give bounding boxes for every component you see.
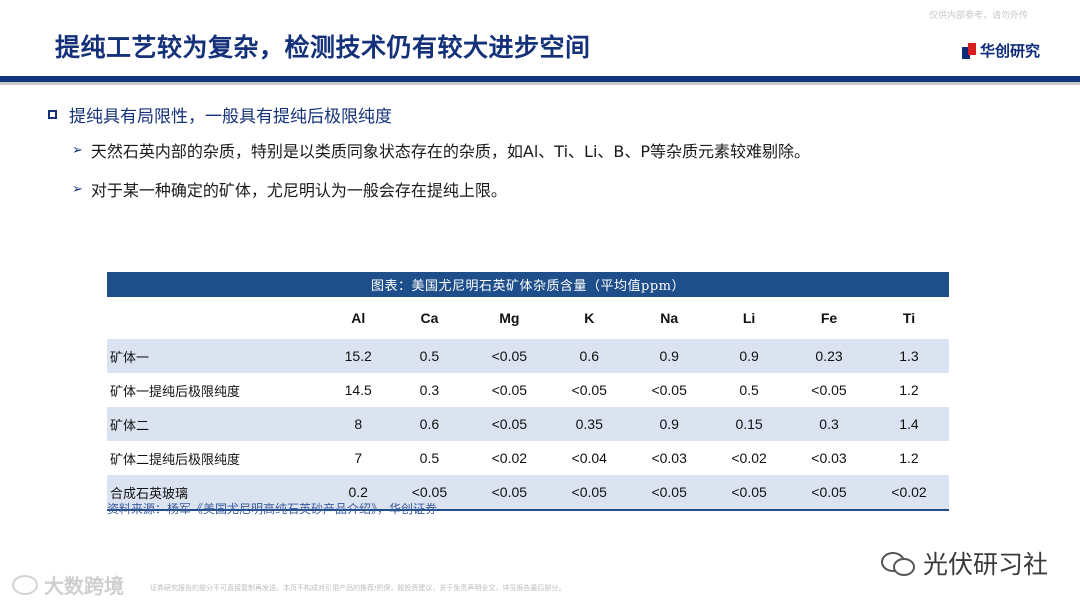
table-row-label: 矿体一	[107, 339, 327, 373]
impurity-table: 图表：美国尤尼明石英矿体杂质含量（平均值ppm） Al Ca Mg K Na L…	[107, 272, 949, 511]
main-bullet-text: 提纯具有局限性，一般具有提纯后极限纯度	[69, 107, 392, 127]
table-cell: 0.5	[389, 339, 470, 373]
table-cell: 0.6	[389, 407, 470, 441]
header-divider-shadow	[0, 82, 1080, 85]
table-cell: 0.6	[549, 339, 630, 373]
top-note: 仅供内部参考，请勿外传	[928, 11, 1028, 21]
table-cell: <0.05	[651, 382, 687, 398]
table-row-label: 矿体二	[107, 407, 327, 441]
table-cell: 1.2	[899, 382, 919, 398]
table-cell: <0.03	[811, 450, 847, 466]
table-row: 矿体二提纯后极限纯度 7 0.5 <0.02 <0.04 <0.03 <0.02…	[107, 441, 949, 475]
table-cell: <0.05	[491, 382, 528, 398]
watermark-right-text: 光伏研习社	[922, 550, 1048, 579]
table-header-cell: Na	[629, 297, 710, 339]
table-cell: <0.05	[469, 407, 550, 441]
brand-logo-text: 华创研究	[979, 42, 1040, 60]
table-cell: 0.15	[709, 407, 790, 441]
main-bullet: 提纯具有局限性，一般具有提纯后极限纯度	[48, 102, 392, 127]
table-cell: <0.05	[629, 475, 710, 511]
table-cell: <0.02	[491, 450, 528, 466]
table-cell: <0.02	[868, 475, 949, 511]
watermark-logo-icon	[12, 574, 38, 595]
table-header-cell: Ti	[868, 297, 949, 339]
table-header-cell: K	[549, 297, 630, 339]
table-cell: 0.5	[739, 382, 759, 398]
table-cell: 7	[354, 450, 363, 466]
table-row-label: 矿体二提纯后极限纯度	[110, 452, 241, 468]
table-row: 合成石英玻璃 0.2 <0.05 <0.05 <0.05 <0.05 <0.05…	[107, 475, 949, 511]
table-cell: 1.4	[868, 407, 949, 441]
table-cell: 0.5	[419, 450, 440, 466]
square-bullet-icon	[48, 110, 57, 119]
table-row-label: 合成石英玻璃	[107, 475, 327, 511]
brand-logo: 华创研究	[961, 40, 1040, 61]
table-cell: 0.9	[629, 407, 710, 441]
table-cell: 0.3	[419, 382, 440, 398]
table-header-cell	[107, 297, 327, 339]
table-cell: <0.05	[789, 475, 869, 511]
wechat-icon	[880, 550, 915, 576]
table-row: 矿体一 15.2 0.5 <0.05 0.6 0.9 0.9 0.23 1.3	[107, 339, 949, 373]
table-header-cell: Li	[709, 297, 790, 339]
disclaimer-text: 证券研究报告的部分不可直接复制再发送。本页不构成对引用产品的推荐/担保，股投资建…	[150, 584, 566, 592]
table-cell: 8	[327, 407, 390, 441]
sub-bullet: ➢ 对于某一种确定的矿体，尤尼明认为一般会存在提纯上限。	[72, 177, 507, 201]
table-cell: 14.5	[344, 382, 372, 398]
table-cell: 0.3	[789, 407, 869, 441]
table-cell: <0.05	[811, 382, 847, 398]
arrow-bullet-icon: ➢	[72, 181, 83, 197]
table-cell: <0.05	[709, 475, 790, 511]
watermark-left-text: 大数跨境	[44, 574, 124, 598]
table-cell: 0.23	[789, 339, 869, 373]
table-caption-row: 图表：美国尤尼明石英矿体杂质含量（平均值ppm）	[107, 272, 949, 297]
table-caption: 图表：美国尤尼明石英矿体杂质含量（平均值ppm）	[107, 272, 949, 297]
table-header-cell: Fe	[789, 297, 869, 339]
brand-logo-icon	[961, 42, 976, 59]
table-cell: <0.02	[731, 450, 767, 466]
table-cell: 0.9	[629, 339, 710, 373]
watermark-left: 大数跨境	[12, 570, 124, 599]
table-cell: <0.05	[549, 475, 630, 511]
table-cell: 0.2	[327, 475, 390, 511]
table-row: 矿体二 8 0.6 <0.05 0.35 0.9 0.15 0.3 1.4	[107, 407, 949, 441]
table-cell: <0.03	[651, 450, 687, 466]
table-row-label: 矿体一提纯后极限纯度	[110, 384, 241, 400]
table-header-cell: Ca	[389, 297, 470, 339]
table-cell: <0.05	[389, 475, 470, 511]
sub-bullet: ➢ 天然石英内部的杂质，特别是以类质同象状态存在的杂质，如Al、Ti、Li、B、…	[72, 138, 810, 162]
slide-title: 提纯工艺较为复杂，检测技术仍有较大进步空间	[55, 33, 591, 62]
table-cell: 0.35	[549, 407, 630, 441]
table-cell: 1.2	[899, 450, 919, 466]
arrow-bullet-icon: ➢	[72, 142, 83, 158]
header-divider	[0, 76, 1080, 82]
table-cell: 0.9	[709, 339, 790, 373]
table-source: 资料来源：杨军《美国尤尼明高纯石英砂产品介绍》，华创证券	[107, 502, 438, 516]
table-cell: 1.3	[868, 339, 949, 373]
table-cell: <0.04	[571, 450, 607, 466]
watermark-right: 光伏研习社	[880, 545, 1048, 581]
table-cell: <0.05	[571, 382, 607, 398]
table-cell: <0.05	[469, 475, 550, 511]
sub-bullet-text: 对于某一种确定的矿体，尤尼明认为一般会存在提纯上限。	[90, 181, 507, 200]
table-cell: 15.2	[327, 339, 390, 373]
table-header-row: Al Ca Mg K Na Li Fe Ti	[107, 297, 949, 339]
table-cell: <0.05	[469, 339, 550, 373]
table-header-cell: Mg	[469, 297, 550, 339]
table-header-cell: Al	[327, 297, 390, 339]
table-row: 矿体一提纯后极限纯度 14.5 0.3 <0.05 <0.05 <0.05 0.…	[107, 373, 949, 407]
sub-bullet-text: 天然石英内部的杂质，特别是以类质同象状态存在的杂质，如Al、Ti、Li、B、P等…	[90, 142, 811, 161]
